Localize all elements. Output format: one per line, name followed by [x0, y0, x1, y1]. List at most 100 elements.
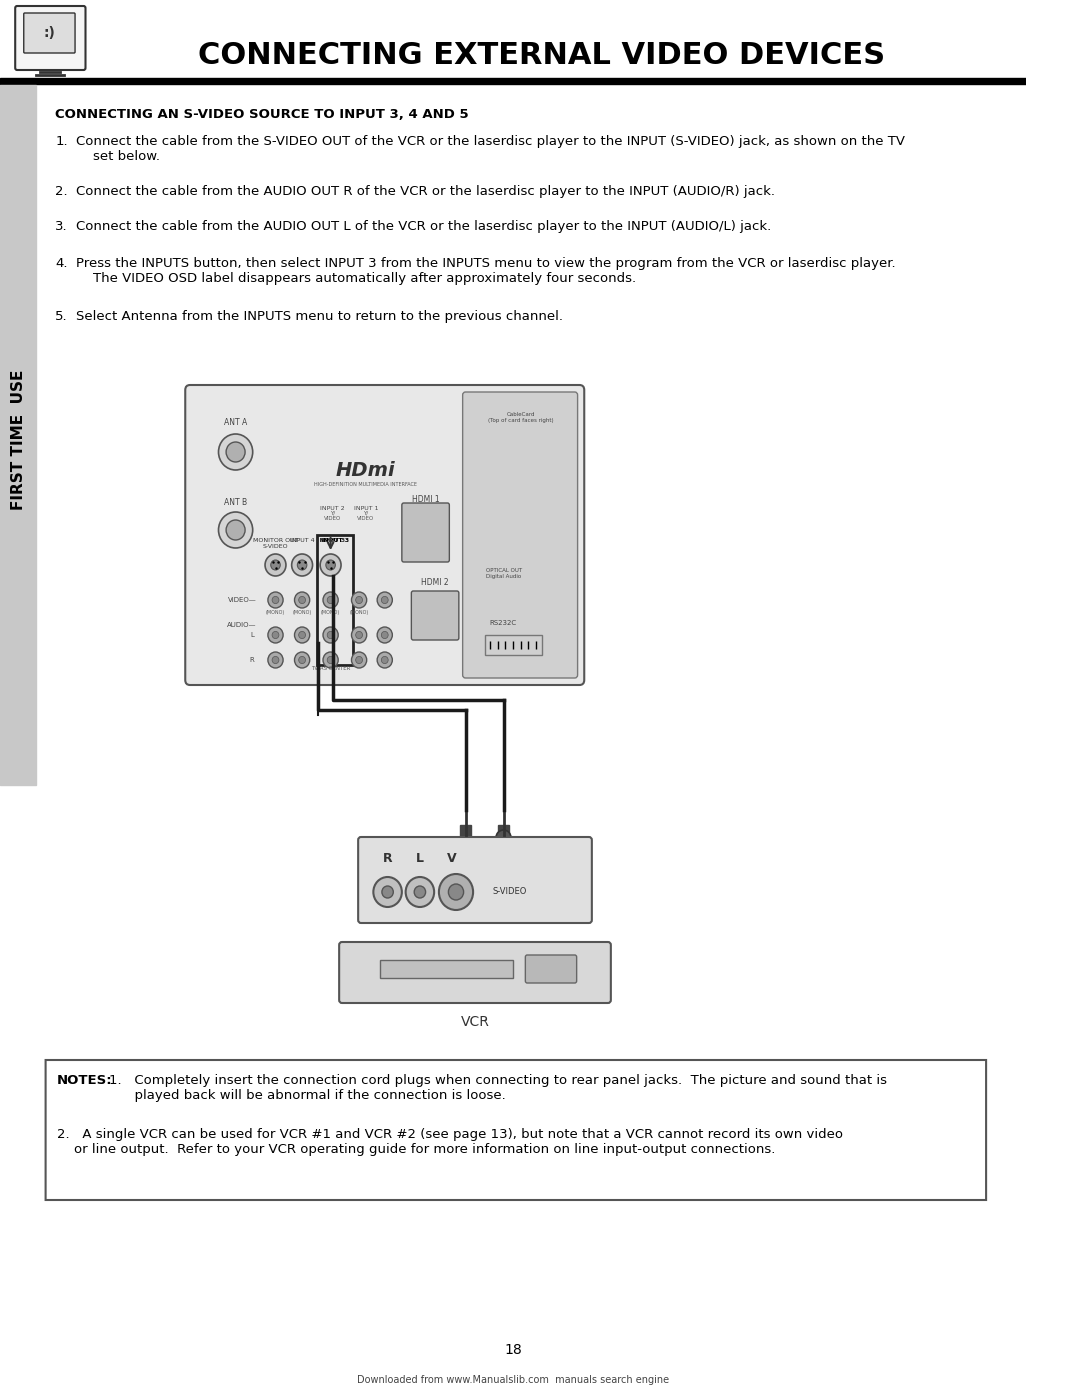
FancyBboxPatch shape: [339, 942, 611, 1003]
Circle shape: [377, 652, 392, 668]
Circle shape: [355, 631, 363, 638]
Circle shape: [297, 560, 307, 570]
FancyBboxPatch shape: [462, 393, 578, 678]
Circle shape: [292, 555, 312, 576]
Circle shape: [415, 886, 426, 898]
Text: INPUT 3: INPUT 3: [316, 538, 345, 543]
Text: R: R: [249, 657, 255, 664]
Circle shape: [381, 597, 388, 604]
Circle shape: [268, 652, 283, 668]
Circle shape: [351, 627, 367, 643]
Text: OPTICAL OUT
Digital Audio: OPTICAL OUT Digital Audio: [486, 569, 523, 578]
Text: 4.: 4.: [55, 257, 68, 270]
FancyBboxPatch shape: [15, 6, 85, 70]
Circle shape: [406, 877, 434, 907]
Circle shape: [299, 657, 306, 664]
Text: 2.: 2.: [55, 184, 68, 198]
Circle shape: [326, 560, 336, 570]
Circle shape: [299, 631, 306, 638]
Text: INPUT 3: INPUT 3: [321, 538, 350, 543]
Text: 2.   A single VCR can be used for VCR #1 and VCR #2 (see page 13), but note that: 2. A single VCR can be used for VCR #1 a…: [57, 1127, 843, 1155]
Text: L: L: [416, 852, 424, 865]
Text: 5.: 5.: [55, 310, 68, 323]
FancyBboxPatch shape: [411, 591, 459, 640]
Circle shape: [299, 597, 306, 604]
FancyBboxPatch shape: [45, 1060, 986, 1200]
Text: NOTES:: NOTES:: [57, 1074, 112, 1087]
Text: 18: 18: [504, 1343, 522, 1356]
Text: 1.   Completely insert the connection cord plugs when connecting to rear panel j: 1. Completely insert the connection cord…: [109, 1074, 888, 1102]
FancyBboxPatch shape: [402, 503, 449, 562]
Circle shape: [320, 555, 341, 576]
Bar: [380, 960, 513, 978]
Bar: [318, 535, 353, 665]
Text: S-VIDEO: S-VIDEO: [492, 887, 526, 897]
Circle shape: [327, 657, 334, 664]
Bar: [460, 826, 471, 837]
Circle shape: [351, 652, 367, 668]
Circle shape: [272, 657, 279, 664]
Text: AUDIO—: AUDIO—: [227, 622, 257, 629]
Circle shape: [295, 627, 310, 643]
Circle shape: [271, 560, 280, 570]
Text: (MONO): (MONO): [321, 610, 340, 615]
Text: RS232C: RS232C: [489, 620, 516, 626]
Circle shape: [268, 592, 283, 608]
Circle shape: [496, 830, 511, 847]
Circle shape: [438, 875, 473, 909]
FancyBboxPatch shape: [186, 386, 584, 685]
Text: V: V: [446, 852, 456, 865]
Text: CONNECTING AN S-VIDEO SOURCE TO INPUT 3, 4 AND 5: CONNECTING AN S-VIDEO SOURCE TO INPUT 3,…: [55, 108, 469, 122]
Circle shape: [374, 877, 402, 907]
Text: Press the INPUTS button, then select INPUT 3 from the INPUTS menu to view the pr: Press the INPUTS button, then select INP…: [76, 257, 895, 285]
Text: Connect the cable from the AUDIO OUT R of the VCR or the laserdisc player to the: Connect the cable from the AUDIO OUT R o…: [76, 184, 775, 198]
Text: HDmi: HDmi: [336, 461, 395, 479]
Bar: [485, 636, 541, 655]
Circle shape: [499, 833, 509, 842]
FancyBboxPatch shape: [24, 13, 75, 53]
Circle shape: [323, 592, 338, 608]
Bar: [0, 78, 1026, 84]
Circle shape: [272, 631, 279, 638]
Text: Y/
VIDEO: Y/ VIDEO: [324, 510, 341, 521]
Text: L: L: [251, 631, 255, 638]
Text: Select Antenna from the INPUTS menu to return to the previous channel.: Select Antenna from the INPUTS menu to r…: [76, 310, 563, 323]
Text: (MONO): (MONO): [266, 610, 285, 615]
Text: :): :): [43, 27, 55, 41]
Text: HIGH-DEFINITION MULTIMEDIA INTERFACE: HIGH-DEFINITION MULTIMEDIA INTERFACE: [314, 482, 417, 488]
Circle shape: [218, 511, 253, 548]
Circle shape: [448, 884, 463, 900]
Bar: [498, 826, 509, 837]
Text: Connect the cable from the S-VIDEO OUT of the VCR or the laserdisc player to the: Connect the cable from the S-VIDEO OUT o…: [76, 136, 905, 163]
Text: Connect the cable from the AUDIO OUT L of the VCR or the laserdisc player to the: Connect the cable from the AUDIO OUT L o…: [76, 219, 771, 233]
Text: TV AS CENTER: TV AS CENTER: [311, 666, 350, 671]
Text: HDMI 2: HDMI 2: [421, 578, 449, 587]
Text: VIDEO—: VIDEO—: [228, 597, 257, 604]
Circle shape: [323, 652, 338, 668]
Text: CableCard
(Top of card faces right): CableCard (Top of card faces right): [488, 412, 553, 423]
Text: INPUT 1: INPUT 1: [353, 506, 378, 511]
Circle shape: [461, 833, 470, 842]
Text: ANT A: ANT A: [224, 418, 247, 427]
Circle shape: [381, 631, 388, 638]
Circle shape: [295, 652, 310, 668]
Text: Downloaded from www.Manualslib.com  manuals search engine: Downloaded from www.Manualslib.com manua…: [356, 1375, 670, 1384]
Circle shape: [355, 597, 363, 604]
Bar: [0, 85, 36, 785]
Text: HDMI 1: HDMI 1: [411, 496, 440, 504]
Text: 1.: 1.: [55, 136, 68, 148]
Text: MONITOR OUT
S-VIDEO: MONITOR OUT S-VIDEO: [253, 538, 298, 549]
Text: 3.: 3.: [55, 219, 68, 233]
Circle shape: [327, 597, 334, 604]
Circle shape: [381, 657, 388, 664]
FancyBboxPatch shape: [359, 837, 592, 923]
Circle shape: [265, 555, 286, 576]
Text: ANT B: ANT B: [224, 497, 247, 507]
Text: INPUT 4: INPUT 4: [289, 538, 314, 543]
Text: Y/
VIDEO: Y/ VIDEO: [357, 510, 375, 521]
Circle shape: [226, 441, 245, 462]
Circle shape: [323, 627, 338, 643]
Circle shape: [268, 627, 283, 643]
Circle shape: [351, 592, 367, 608]
Text: VCR: VCR: [460, 1016, 489, 1030]
